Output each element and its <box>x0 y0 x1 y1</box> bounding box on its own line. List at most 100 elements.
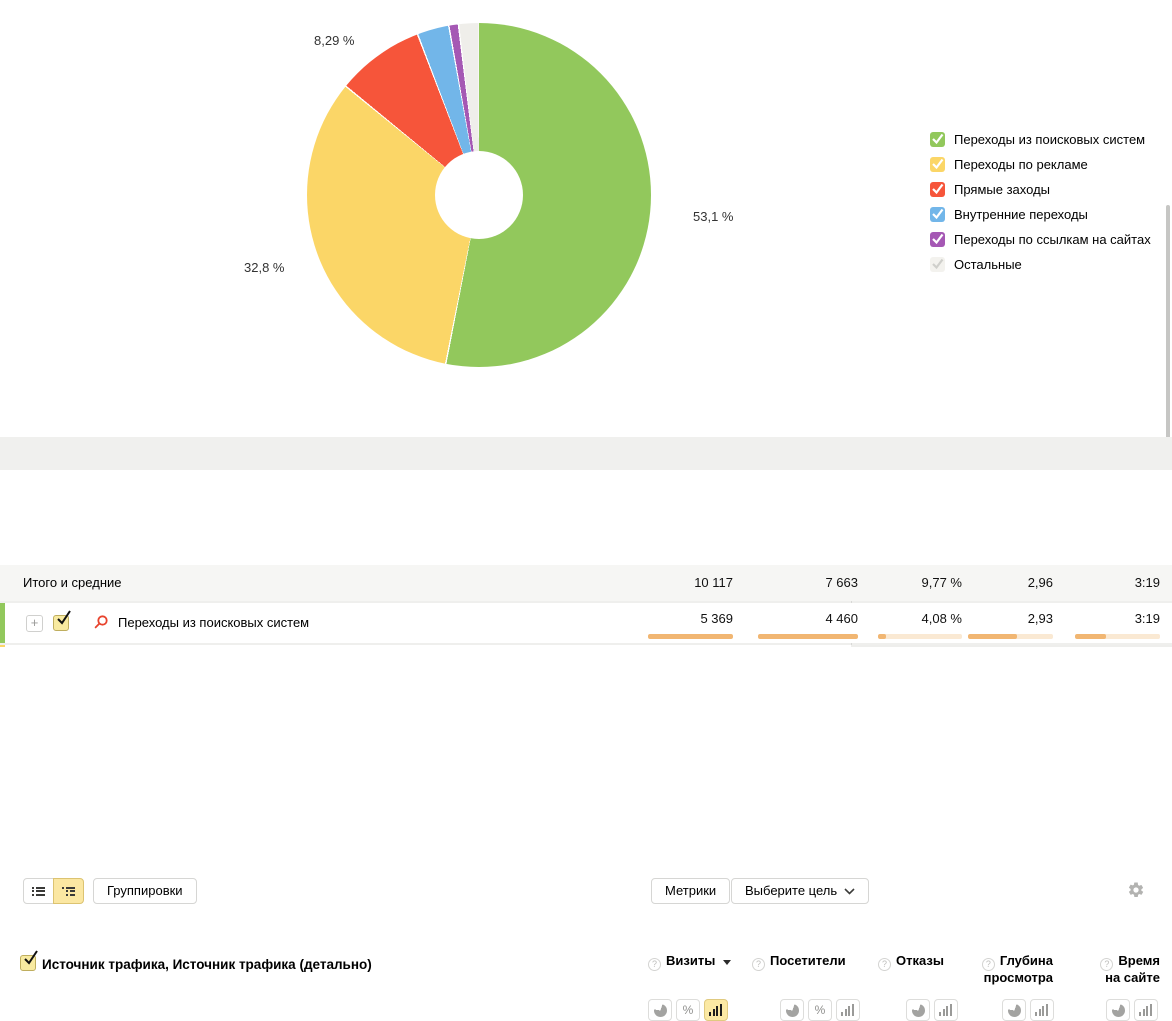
help-icon[interactable] <box>878 958 891 971</box>
drilldown-magnifier-icon[interactable] <box>93 614 109 630</box>
column-divider-tick <box>851 643 852 645</box>
percent-icon <box>683 1003 694 1017</box>
row-color-stripe <box>0 645 5 647</box>
totals-depth: 2,96 <box>1027 575 1053 590</box>
legend-item-others[interactable]: Остальные <box>930 252 1151 277</box>
bounces-bar-toggle[interactable] <box>934 999 958 1021</box>
cell-value: 5 369 <box>700 611 733 626</box>
value-bar <box>878 634 962 639</box>
legend-label: Внутренние переходы <box>954 207 1088 222</box>
pie-label-direct: 8,29 % <box>314 33 355 48</box>
cell-value: 2,93 <box>1027 611 1053 626</box>
column-header-visits[interactable]: Визиты <box>640 952 740 996</box>
totals-bounces: 9,77 % <box>921 575 962 590</box>
vertical-scrollbar[interactable] <box>1166 205 1170 455</box>
dimension-header-title: Источник трафика, Источник трафика (дета… <box>42 957 372 972</box>
tree-icon <box>62 885 75 897</box>
column-header-time[interactable]: Время на сайте <box>1060 952 1167 996</box>
select-all-checkbox[interactable] <box>20 950 38 971</box>
totals-visitors: 7 663 <box>825 575 858 590</box>
time-pie-toggle[interactable] <box>1106 999 1130 1021</box>
bar-chart-icon <box>841 1004 855 1016</box>
visitors-bar-toggle[interactable] <box>836 999 860 1021</box>
row-divider <box>0 643 1172 645</box>
row-color-stripe <box>0 603 5 643</box>
column-label-line1: Глубина <box>999 953 1053 968</box>
column-label-line2: на сайте <box>1105 970 1160 985</box>
view-tree-button[interactable] <box>53 878 84 904</box>
cell-value: 4 460 <box>825 611 858 626</box>
visits-percent-toggle[interactable] <box>676 999 700 1021</box>
column-label-line2: просмотра <box>983 970 1053 985</box>
cell-visits: 5 369 <box>640 603 740 643</box>
checkbox-icon <box>930 257 945 272</box>
legend-item-site-links[interactable]: Переходы по ссылкам на сайтах <box>930 227 1151 252</box>
checkbox-icon <box>930 157 945 172</box>
pie-chart-icon <box>911 1003 925 1017</box>
pie-label-search: 53,1 % <box>693 209 734 224</box>
bar-chart-icon <box>1035 1004 1049 1016</box>
cell-visitors: 4 460 <box>740 603 865 643</box>
column-label: Визиты <box>666 953 716 968</box>
checkbox-icon <box>930 232 945 247</box>
column-header-bounces[interactable]: Отказы <box>865 952 969 996</box>
table-row-partial <box>0 645 1172 647</box>
cell-time: 3:19 <box>1060 603 1167 643</box>
value-bar <box>648 634 733 639</box>
row-divider <box>0 601 1172 603</box>
legend-item-search[interactable]: Переходы из поисковых систем <box>930 127 1151 152</box>
row-checkbox[interactable] <box>53 610 71 631</box>
visitors-percent-toggle[interactable] <box>808 999 832 1021</box>
view-flat-list-button[interactable] <box>23 878 54 904</box>
pie-chart-icon <box>785 1003 799 1017</box>
visitors-pie-toggle[interactable] <box>780 999 804 1021</box>
bar-chart-icon <box>939 1004 953 1016</box>
cell-value: 3:19 <box>1134 611 1160 626</box>
pie-chart-icon <box>1007 1003 1021 1017</box>
help-icon[interactable] <box>648 958 661 971</box>
legend-item-internal[interactable]: Внутренние переходы <box>930 202 1151 227</box>
table-row: Переходы из поисковых систем 5 369 4 460… <box>0 603 1172 643</box>
legend-label: Прямые заходы <box>954 182 1051 197</box>
totals-visits: 10 117 <box>694 575 733 590</box>
depth-pie-toggle[interactable] <box>1002 999 1026 1021</box>
donut-chart[interactable] <box>307 23 651 367</box>
help-icon[interactable] <box>752 958 765 971</box>
visits-pie-toggle[interactable] <box>648 999 672 1021</box>
expand-row-button[interactable] <box>26 615 43 632</box>
legend-item-ads[interactable]: Переходы по рекламе <box>930 152 1151 177</box>
value-bar <box>968 634 1053 639</box>
time-bar-toggle[interactable] <box>1134 999 1158 1021</box>
chevron-down-icon <box>844 887 855 895</box>
column-label: Отказы <box>896 953 944 968</box>
pie-chart-icon <box>1111 1003 1125 1017</box>
chart-legend: Переходы из поисковых систем Переходы по… <box>930 127 1151 277</box>
checkbox-icon <box>930 207 945 222</box>
table-toolbar: Группировки Метрики Выберите цель <box>0 437 1172 904</box>
totals-label: Итого и средние <box>23 575 122 590</box>
cell-bounces: 4,08 % <box>865 603 969 643</box>
legend-label: Переходы по рекламе <box>954 157 1088 172</box>
column-header-depth[interactable]: Глубина просмотра <box>969 952 1060 996</box>
row-shade <box>851 645 1172 647</box>
depth-bar-toggle[interactable] <box>1030 999 1054 1021</box>
table-header: Источник трафика, Источник трафика (дета… <box>0 470 1172 1021</box>
help-icon[interactable] <box>981 958 995 971</box>
legend-label: Остальные <box>954 257 1022 272</box>
legend-item-direct[interactable]: Прямые заходы <box>930 177 1151 202</box>
bar-chart-icon <box>1139 1004 1153 1016</box>
goal-select-button[interactable]: Выберите цель <box>731 878 870 904</box>
column-header-visitors[interactable]: Посетители <box>740 952 865 996</box>
metrics-button-label: Метрики <box>665 883 717 898</box>
metrics-button[interactable]: Метрики <box>651 878 731 904</box>
bounces-pie-toggle[interactable] <box>906 999 930 1021</box>
percent-icon <box>815 1003 826 1017</box>
groupings-button[interactable]: Группировки <box>93 878 197 904</box>
value-bar <box>758 634 858 639</box>
goal-select-label: Выберите цель <box>745 883 838 898</box>
visits-bar-toggle[interactable] <box>704 999 728 1021</box>
cell-value: 4,08 % <box>921 611 962 626</box>
gear-icon[interactable] <box>1127 881 1145 899</box>
pie-label-ads: 32,8 % <box>244 260 285 275</box>
sort-desc-icon <box>723 960 732 965</box>
